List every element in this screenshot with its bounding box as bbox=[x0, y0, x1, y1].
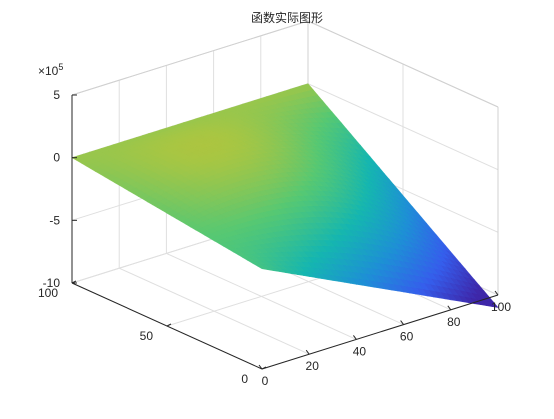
y-tick-label: 50 bbox=[140, 329, 154, 343]
z-tick-label: -10 bbox=[43, 276, 61, 290]
x-tick bbox=[447, 305, 452, 311]
z-tick-label: 0 bbox=[53, 151, 60, 165]
y-tick-label: 0 bbox=[241, 372, 248, 386]
x-tick-label: 0 bbox=[262, 374, 269, 388]
x-tick bbox=[400, 320, 405, 325]
z-exponent-power: 5 bbox=[58, 62, 63, 72]
surface-patch bbox=[71, 155, 84, 161]
box-edge bbox=[71, 20, 309, 96]
z-tick-label: -5 bbox=[49, 213, 60, 227]
x-tick-label: 60 bbox=[400, 330, 414, 344]
y-tick-label: 100 bbox=[38, 286, 58, 300]
z-exponent-label: ×105 bbox=[38, 62, 63, 78]
box-edge bbox=[307, 20, 499, 108]
z-tick-label: 5 bbox=[53, 88, 60, 102]
x-tick bbox=[305, 349, 310, 355]
x-axis-line bbox=[261, 294, 499, 370]
y-tick bbox=[261, 366, 267, 370]
axes bbox=[71, 94, 499, 370]
x-tick bbox=[494, 290, 499, 296]
surface-mesh bbox=[71, 83, 499, 308]
x-tick-label: 100 bbox=[491, 300, 511, 314]
x-tick-label: 40 bbox=[353, 344, 367, 358]
chart-title: 函数实际图形 bbox=[251, 10, 323, 25]
x-tick-label: 20 bbox=[306, 359, 320, 373]
x-tick bbox=[258, 364, 263, 370]
x-tick bbox=[352, 335, 357, 340]
x-tick-label: 80 bbox=[447, 315, 461, 329]
y-tick bbox=[166, 323, 172, 327]
